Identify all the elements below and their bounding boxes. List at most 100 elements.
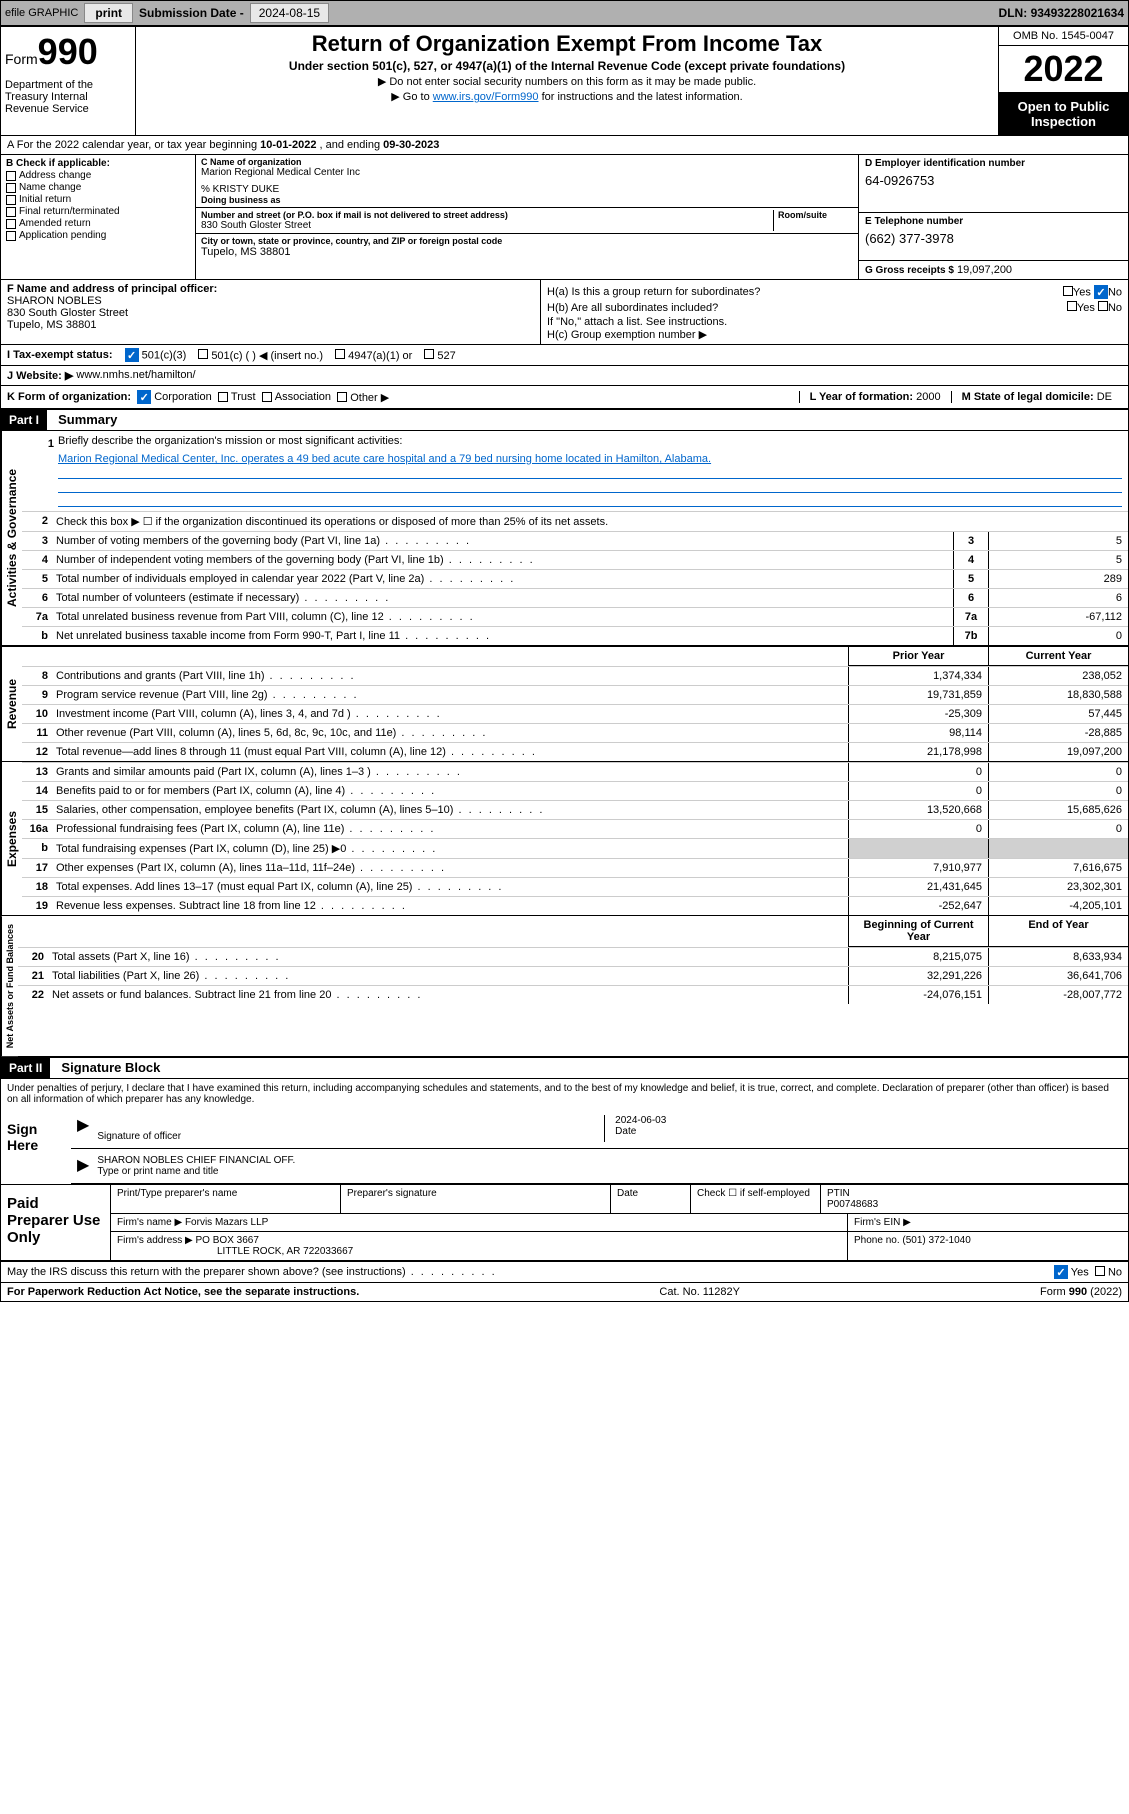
footer: For Paperwork Reduction Act Notice, see … [1, 1283, 1128, 1301]
begin-value: 32,291,226 [848, 967, 988, 985]
line-desc: Total revenue—add lines 8 through 11 (mu… [52, 743, 848, 761]
line1-label: Briefly describe the organization's miss… [58, 435, 402, 453]
governance-label: Activities & Governance [1, 431, 22, 645]
discuss-no[interactable] [1095, 1266, 1105, 1276]
sig-date: 2024-06-03 [615, 1115, 1122, 1126]
ha-no-checked[interactable]: ✓ [1094, 285, 1108, 299]
line-box: 3 [953, 532, 988, 550]
print-button[interactable]: print [84, 3, 133, 23]
line-box: 5 [953, 570, 988, 588]
chk-initial[interactable] [6, 195, 16, 205]
omb-number: OMB No. 1545-0047 [999, 27, 1128, 46]
expenses-label: Expenses [1, 762, 22, 915]
col-b-checkboxes: B Check if applicable: Address change Na… [1, 155, 196, 279]
header-right: OMB No. 1545-0047 2022 Open to Public In… [998, 27, 1128, 135]
care-of: % KRISTY DUKE [201, 184, 853, 195]
part2-header: Part II [1, 1058, 50, 1078]
chk-address[interactable] [6, 171, 16, 181]
chk-name[interactable] [6, 183, 16, 193]
line2: Check this box ▶ ☐ if the organization d… [52, 512, 1128, 531]
paid-preparer-label: Paid Preparer Use Only [1, 1185, 111, 1260]
irs-link[interactable]: www.irs.gov/Form990 [433, 91, 539, 103]
prior-value: 0 [848, 782, 988, 800]
part1-header: Part I [1, 410, 47, 430]
firm-addr-label: Firm's address ▶ [117, 1235, 193, 1246]
prior-value: 1,374,334 [848, 667, 988, 685]
line-desc: Number of voting members of the governin… [52, 532, 953, 550]
line-desc: Contributions and grants (Part VIII, lin… [52, 667, 848, 685]
footer-right: Form 990 (2022) [1040, 1286, 1122, 1298]
hb-label: H(b) Are all subordinates included? [547, 302, 718, 314]
sig-date-label: Date [615, 1126, 636, 1137]
chk-501c3[interactable]: ✓ [125, 348, 139, 362]
part1: Part I Summary Activities & Governance 1… [1, 410, 1128, 1056]
prior-value: 7,910,977 [848, 859, 988, 877]
chk-other[interactable] [337, 392, 347, 402]
ha-yes[interactable] [1063, 286, 1073, 296]
prior-value: -25,309 [848, 705, 988, 723]
line-desc: Grants and similar amounts paid (Part IX… [52, 763, 848, 781]
hc-label: H(c) Group exemption number ▶ [547, 328, 1122, 341]
chk-corp[interactable]: ✓ [137, 390, 151, 404]
line-desc: Other revenue (Part VIII, column (A), li… [52, 724, 848, 742]
submission-date: 2024-08-15 [250, 3, 329, 23]
prior-value: 0 [848, 820, 988, 838]
chk-501c[interactable] [198, 349, 208, 359]
current-value: 57,445 [988, 705, 1128, 723]
prep-date-label: Date [611, 1185, 691, 1213]
self-employed: Check ☐ if self-employed [691, 1185, 821, 1213]
sign-here-label: Sign Here [1, 1109, 71, 1184]
current-value [988, 839, 1128, 858]
row-j-website: J Website: ▶ www.nmhs.net/hamilton/ [1, 366, 1128, 386]
line-box: 4 [953, 551, 988, 569]
line-desc: Benefits paid to or for members (Part IX… [52, 782, 848, 800]
topbar: efile GRAPHIC print Submission Date - 20… [0, 0, 1129, 26]
chk-final[interactable] [6, 207, 16, 217]
line-box: 7a [953, 608, 988, 626]
line-value: 0 [988, 627, 1128, 645]
begin-year-header: Beginning of Current Year [848, 916, 988, 947]
prior-value: 21,178,998 [848, 743, 988, 761]
header-mid: Return of Organization Exempt From Incom… [136, 27, 998, 135]
firm-addr2: LITTLE ROCK, AR 722033667 [217, 1246, 353, 1257]
firm-addr1: PO BOX 3667 [196, 1235, 259, 1246]
end-value: 36,641,706 [988, 967, 1128, 985]
chk-4947[interactable] [335, 349, 345, 359]
firm-name-label: Firm's name ▶ [117, 1217, 182, 1228]
ptin-label: PTIN [827, 1188, 1122, 1199]
chk-527[interactable] [424, 349, 434, 359]
row-k-org-form: K Form of organization: ✓ Corporation Tr… [1, 386, 1128, 410]
revenue-label: Revenue [1, 647, 22, 761]
dba-label: Doing business as [201, 195, 853, 205]
g-label: G Gross receipts $ [865, 265, 954, 276]
form-subtitle: Under section 501(c), 527, or 4947(a)(1)… [144, 59, 990, 73]
current-value: 7,616,675 [988, 859, 1128, 877]
chk-amended[interactable] [6, 219, 16, 229]
addr-label: Number and street (or P.O. box if mail i… [201, 210, 773, 220]
chk-trust[interactable] [218, 392, 228, 402]
part1-title: Summary [50, 409, 125, 430]
line-desc: Net unrelated business taxable income fr… [52, 627, 953, 645]
current-value: 15,685,626 [988, 801, 1128, 819]
chk-assoc[interactable] [262, 392, 272, 402]
line-desc: Net assets or fund balances. Subtract li… [48, 986, 848, 1004]
col-f-officer: F Name and address of principal officer:… [1, 280, 541, 344]
hb-note: If "No," attach a list. See instructions… [547, 316, 1122, 328]
chk-pending[interactable] [6, 231, 16, 241]
org-name: Marion Regional Medical Center Inc [201, 167, 853, 178]
prior-value: 0 [848, 763, 988, 781]
discuss-yes[interactable]: ✓ [1054, 1265, 1068, 1279]
header-left: Form990 Department of the Treasury Inter… [1, 27, 136, 135]
line-desc: Total unrelated business revenue from Pa… [52, 608, 953, 626]
phone: (662) 377-3978 [865, 231, 1122, 246]
officer-name: SHARON NOBLES [7, 295, 534, 307]
col-h-group: H(a) Is this a group return for subordin… [541, 280, 1128, 344]
end-year-header: End of Year [988, 916, 1128, 947]
hb-yes[interactable] [1067, 301, 1077, 311]
form-title: Return of Organization Exempt From Incom… [144, 31, 990, 57]
begin-value: -24,076,151 [848, 986, 988, 1004]
sig-officer-label: Signature of officer [97, 1131, 181, 1142]
firm-name: Forvis Mazars LLP [185, 1217, 268, 1228]
prior-value: -252,647 [848, 897, 988, 915]
hb-no[interactable] [1098, 301, 1108, 311]
